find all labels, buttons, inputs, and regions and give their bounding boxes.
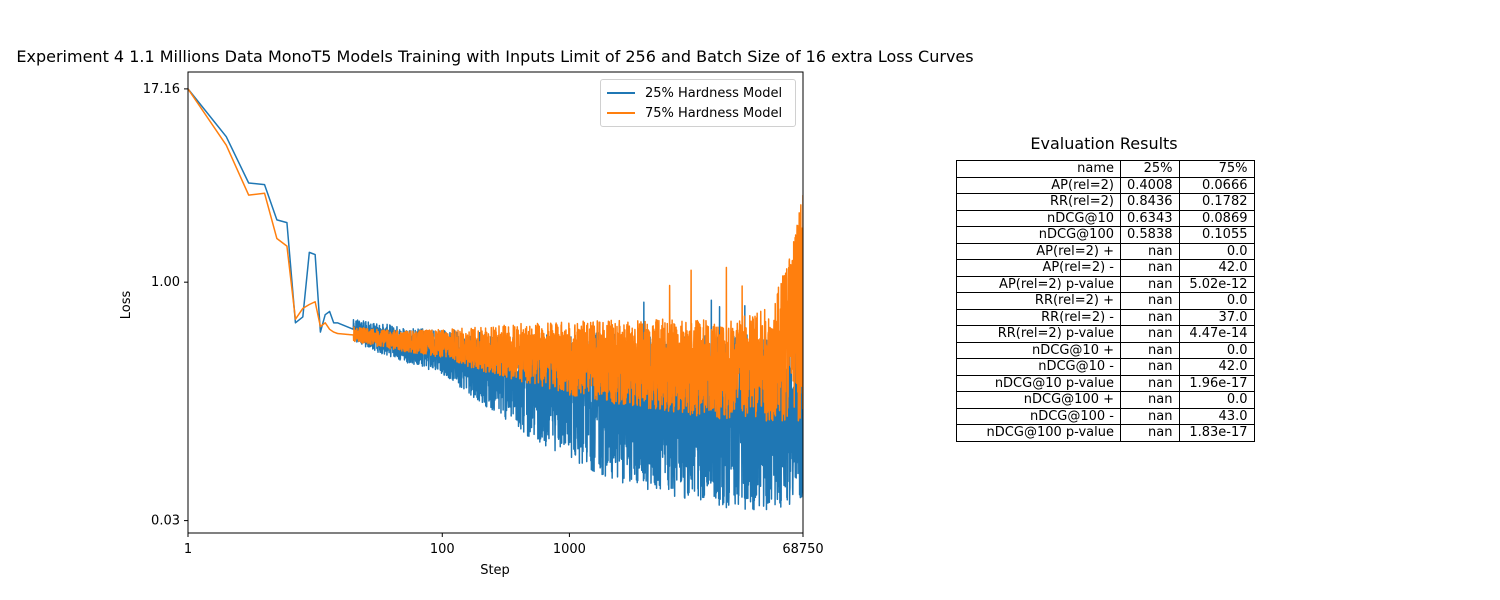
table-cell: nan [1120, 259, 1180, 277]
series-layer [188, 88, 803, 511]
table-cell: 0.6343 [1120, 209, 1180, 227]
table-cell: nDCG@100 p-value [956, 424, 1121, 442]
table-cell: nan [1120, 292, 1180, 310]
table-cell: 0.0 [1178, 292, 1255, 310]
table-cell: nan [1120, 424, 1180, 442]
y-tick-label: 1.00 [151, 275, 180, 290]
table-cell: 0.0 [1178, 242, 1255, 260]
table-cell: RR(rel=2) p-value [956, 325, 1121, 343]
table-cell: nan [1120, 275, 1180, 293]
chart-title: Experiment 4 1.1 Millions Data MonoT5 Mo… [16, 47, 974, 66]
y-tick-label: 17.16 [143, 82, 180, 97]
table-row: AP(rel=2) + nan 0.0 [956, 242, 1255, 260]
y-tick-label: 0.03 [151, 514, 180, 529]
table-cell: nan [1120, 407, 1180, 425]
legend-item-25: 25% Hardness Model [601, 83, 782, 103]
table-cell: RR(rel=2) [956, 193, 1121, 211]
table-row: RR(rel=2) + nan 0.0 [956, 292, 1255, 310]
table-cell: nan [1120, 341, 1180, 359]
table-row: nDCG@10 - nan 42.0 [956, 358, 1255, 376]
table-cell: AP(rel=2) p-value [956, 275, 1121, 293]
table-cell: 75% [1178, 160, 1255, 178]
table-cell: 43.0 [1178, 407, 1255, 425]
table-cell: 0.0666 [1178, 176, 1255, 194]
table-cell: nan [1120, 242, 1180, 260]
table-cell: 0.8436 [1120, 193, 1180, 211]
table-cell: 42.0 [1178, 259, 1255, 277]
table-cell: nDCG@10 p-value [956, 374, 1121, 392]
table-cell: nan [1120, 325, 1180, 343]
table-title: Evaluation Results [1030, 134, 1178, 153]
table-row: RR(rel=2) - nan 37.0 [956, 308, 1255, 326]
legend-swatch-25 [607, 92, 635, 94]
table-cell: 1.83e-17 [1178, 424, 1255, 442]
table-cell: 0.5838 [1120, 226, 1180, 244]
table-cell: 4.47e-14 [1178, 325, 1255, 343]
table-row: RR(rel=2) p-value nan 4.47e-14 [956, 325, 1255, 343]
table-cell: 42.0 [1178, 358, 1255, 376]
y-axis-label: Loss [119, 291, 134, 320]
table-row: nDCG@100 0.5838 0.1055 [956, 226, 1255, 244]
table-cell: 0.0 [1178, 391, 1255, 409]
table-cell: AP(rel=2) + [956, 242, 1121, 260]
x-tick-label: 100 [430, 542, 455, 557]
x-axis: 1 100 1000 68750 [184, 533, 824, 557]
x-tick-label: 1000 [553, 542, 586, 557]
x-axis-label: Step [480, 563, 510, 578]
table-cell: nDCG@100 + [956, 391, 1121, 409]
legend-label-25: 25% Hardness Model [645, 85, 783, 101]
table-cell: nDCG@10 + [956, 341, 1121, 359]
table-cell: 25% [1120, 160, 1180, 178]
table-cell: AP(rel=2) - [956, 259, 1121, 277]
table-cell: 0.0 [1178, 341, 1255, 359]
table-row: AP(rel=2) p-value nan 5.02e-12 [956, 275, 1255, 293]
table-cell: AP(rel=2) [956, 176, 1121, 194]
table-cell: RR(rel=2) + [956, 292, 1121, 310]
x-tick-label: 1 [184, 542, 192, 557]
x-tick-label: 68750 [782, 542, 823, 557]
series-line-1 [188, 88, 803, 422]
table-cell: nan [1120, 308, 1180, 326]
table-cell: RR(rel=2) - [956, 308, 1121, 326]
table-row: RR(rel=2) 0.8436 0.1782 [956, 193, 1255, 211]
table-cell: 37.0 [1178, 308, 1255, 326]
table-row: nDCG@10 p-value nan 1.96e-17 [956, 374, 1255, 392]
table-cell: name [956, 160, 1121, 178]
table-header-row: name 25% 75% [956, 160, 1255, 178]
table-row: nDCG@10 + nan 0.0 [956, 341, 1255, 359]
table-cell: 0.1782 [1178, 193, 1255, 211]
series-line-0 [188, 88, 803, 511]
y-axis: 0.03 1.00 17.16 [143, 82, 188, 529]
legend-swatch-75 [607, 112, 635, 114]
table-cell: nDCG@10 [956, 209, 1121, 227]
table-row: AP(rel=2) - nan 42.0 [956, 259, 1255, 277]
table-cell: 0.4008 [1120, 176, 1180, 194]
table-cell: nan [1120, 391, 1180, 409]
table-row: nDCG@100 + nan 0.0 [956, 391, 1255, 409]
legend-item-75: 75% Hardness Model [601, 103, 782, 123]
legend-label-75: 75% Hardness Model [645, 105, 783, 121]
table-row: nDCG@10 0.6343 0.0869 [956, 209, 1255, 227]
table-cell: 1.96e-17 [1178, 374, 1255, 392]
table-cell: nan [1120, 374, 1180, 392]
table-cell: nan [1120, 358, 1180, 376]
table-cell: nDCG@100 [956, 226, 1121, 244]
table-row: nDCG@100 p-value nan 1.83e-17 [956, 424, 1255, 442]
chart-legend: 25% Hardness Model 75% Hardness Model [600, 79, 796, 127]
table-cell: 0.1055 [1178, 226, 1255, 244]
table-cell: 5.02e-12 [1178, 275, 1255, 293]
table-cell: nDCG@100 - [956, 407, 1121, 425]
evaluation-table: name 25% 75% AP(rel=2) 0.4008 0.0666 RR(rel=2)… [956, 160, 1255, 442]
table-cell: 0.0869 [1178, 209, 1255, 227]
table-cell: nDCG@10 - [956, 358, 1121, 376]
plot-frame [187, 71, 804, 534]
table-row: nDCG@100 - nan 43.0 [956, 407, 1255, 425]
table-row: AP(rel=2) 0.4008 0.0666 [956, 176, 1255, 194]
